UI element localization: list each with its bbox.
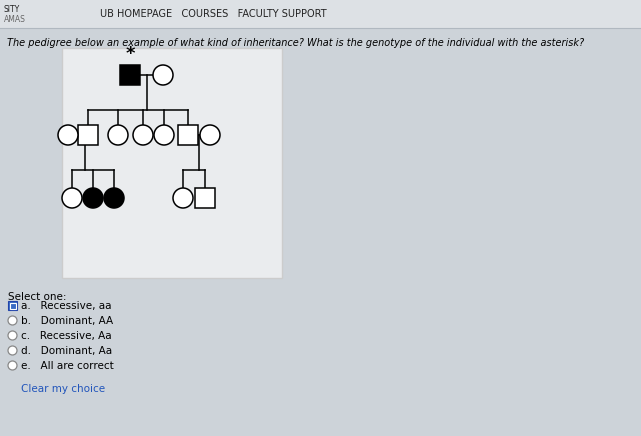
- Circle shape: [153, 65, 173, 85]
- Circle shape: [154, 125, 174, 145]
- Text: SITY: SITY: [4, 4, 21, 14]
- Circle shape: [58, 125, 78, 145]
- Bar: [10, 303, 15, 309]
- Circle shape: [8, 331, 17, 340]
- Circle shape: [133, 125, 153, 145]
- Text: UB HOMEPAGE   COURSES   FACULTY SUPPORT: UB HOMEPAGE COURSES FACULTY SUPPORT: [100, 9, 327, 19]
- Text: Clear my choice: Clear my choice: [21, 384, 105, 394]
- Circle shape: [8, 346, 17, 355]
- Circle shape: [8, 316, 17, 325]
- Circle shape: [62, 188, 82, 208]
- Bar: [62, 48, 282, 278]
- Text: b.   Dominant, AA: b. Dominant, AA: [21, 316, 113, 326]
- Circle shape: [200, 125, 220, 145]
- Bar: [78, 125, 98, 145]
- Bar: [0, 0, 641, 28]
- Bar: [120, 65, 140, 85]
- Bar: [8, 301, 17, 310]
- Text: c.   Recessive, Aa: c. Recessive, Aa: [21, 330, 112, 341]
- Circle shape: [108, 125, 128, 145]
- Circle shape: [83, 188, 103, 208]
- Text: Select one:: Select one:: [8, 292, 67, 302]
- Text: e.   All are correct: e. All are correct: [21, 361, 113, 371]
- Text: d.   Dominant, Aa: d. Dominant, Aa: [21, 345, 112, 355]
- Circle shape: [8, 361, 17, 370]
- Bar: [195, 188, 215, 208]
- Text: a.   Recessive, aa: a. Recessive, aa: [21, 300, 112, 310]
- Bar: [178, 125, 198, 145]
- Text: The pedigree below an example of what kind of inheritance? What is the genotype : The pedigree below an example of what ki…: [7, 38, 584, 48]
- Text: AMAS: AMAS: [4, 16, 26, 24]
- Circle shape: [104, 188, 124, 208]
- Circle shape: [173, 188, 193, 208]
- Text: *: *: [125, 45, 135, 63]
